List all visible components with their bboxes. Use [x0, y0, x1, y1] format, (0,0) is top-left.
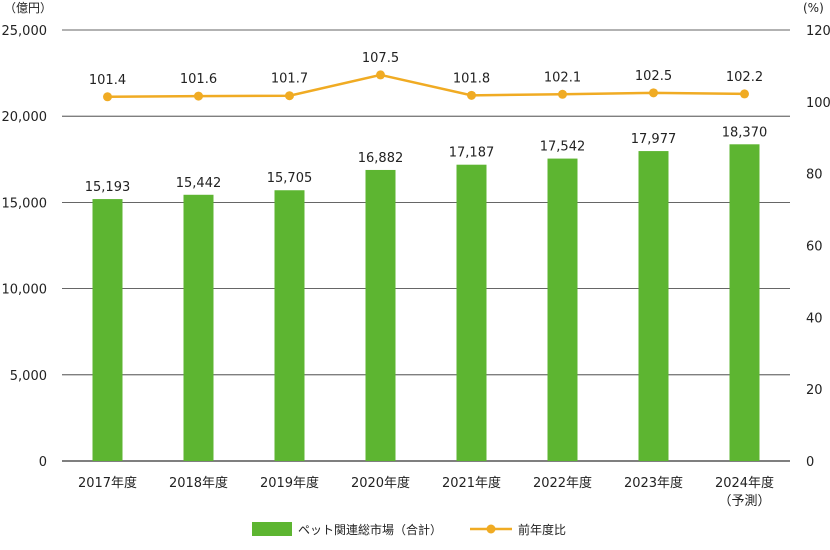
grid-lines — [62, 29, 790, 462]
line-value-label: 102.5 — [635, 69, 672, 84]
line-value-label: 107.5 — [362, 51, 399, 66]
bar — [638, 151, 669, 461]
y-right-tick-label: 40 — [806, 311, 823, 326]
bar-value-label: 18,370 — [722, 125, 768, 140]
x-tick-label: 2021年度 — [442, 475, 501, 491]
bar-value-label: 17,977 — [631, 132, 677, 147]
line-point — [376, 70, 385, 80]
line-point — [740, 89, 749, 99]
bar — [547, 158, 578, 461]
line-value-labels: 101.4 101.6 101.7 107.5 101.8 102.1 102.5 102.2 — [89, 51, 763, 88]
y-left-tick-label: 10,000 — [2, 283, 48, 298]
bar-value-label: 15,442 — [176, 176, 222, 191]
line-value-label: 101.7 — [271, 72, 308, 87]
y-left-tick-label: 25,000 — [2, 24, 48, 39]
line-value-label: 101.8 — [453, 71, 490, 86]
axes: 0 5,000 10,000 15,000 20,000 25,000 （億円） 0 20 40 6… — [2, 1, 830, 509]
y-right-tick-label: 0 — [806, 455, 814, 470]
line-point — [467, 90, 476, 100]
x-tick-label: 2023年度 — [624, 475, 683, 491]
y-right-tick-label: 80 — [806, 168, 823, 183]
legend-swatch-marker — [486, 524, 496, 534]
bar-value-labels: 15,193 15,442 15,705 16,882 17,187 17,542 17,9… — [85, 125, 768, 195]
x-tick-label: 2024年度 — [715, 475, 774, 491]
bar-value-label: 15,193 — [85, 180, 131, 195]
y-left-tick-label: 5,000 — [10, 369, 47, 384]
y-left-tick-label: 0 — [39, 455, 47, 470]
bar-series — [92, 144, 760, 462]
legend: ペット関連総市場（合計） 前年度比 — [252, 522, 566, 537]
y-left-tick-label: 20,000 — [2, 110, 48, 125]
bar — [274, 190, 305, 462]
x-tick-label: 2020年度 — [351, 475, 410, 491]
line-point — [649, 88, 658, 98]
bar — [729, 144, 760, 461]
line-point — [558, 89, 567, 99]
y-left-unit-label: （億円） — [4, 1, 52, 15]
y-right-tick-label: 120 — [806, 24, 830, 39]
bar — [456, 164, 487, 462]
line-point — [285, 91, 294, 101]
x-tick-sublabel: （予測） — [718, 494, 770, 509]
line-point — [194, 91, 203, 101]
bar-value-label: 17,542 — [540, 140, 586, 155]
line-point — [103, 92, 112, 102]
line-series — [103, 70, 749, 102]
legend-label-line: 前年度比 — [518, 522, 566, 537]
line-value-label: 102.1 — [544, 70, 581, 85]
line-value-label: 101.6 — [180, 72, 217, 87]
line-path — [107, 73, 745, 99]
bar — [183, 194, 214, 462]
y-right-tick-label: 60 — [806, 240, 823, 255]
y-right-tick-label: 100 — [806, 96, 830, 111]
bar-value-label: 15,705 — [267, 171, 313, 186]
x-tick-label: 2017年度 — [78, 475, 137, 491]
bar-value-label: 17,187 — [449, 146, 495, 161]
bar-value-label: 16,882 — [358, 151, 404, 166]
x-tick-label: 2022年度 — [533, 475, 592, 491]
y-right-unit-label: (%) — [803, 1, 824, 15]
y-right-tick-label: 20 — [806, 383, 823, 398]
y-left-tick-label: 15,000 — [2, 196, 48, 211]
legend-label-bar: ペット関連総市場（合計） — [298, 522, 442, 537]
x-tick-label: 2018年度 — [169, 475, 228, 491]
line-value-label: 102.2 — [726, 70, 763, 85]
x-tick-label: 2019年度 — [260, 475, 319, 491]
legend-swatch-bar — [252, 522, 292, 536]
bar — [92, 199, 123, 461]
bar — [365, 169, 396, 461]
line-value-label: 101.4 — [89, 73, 126, 88]
